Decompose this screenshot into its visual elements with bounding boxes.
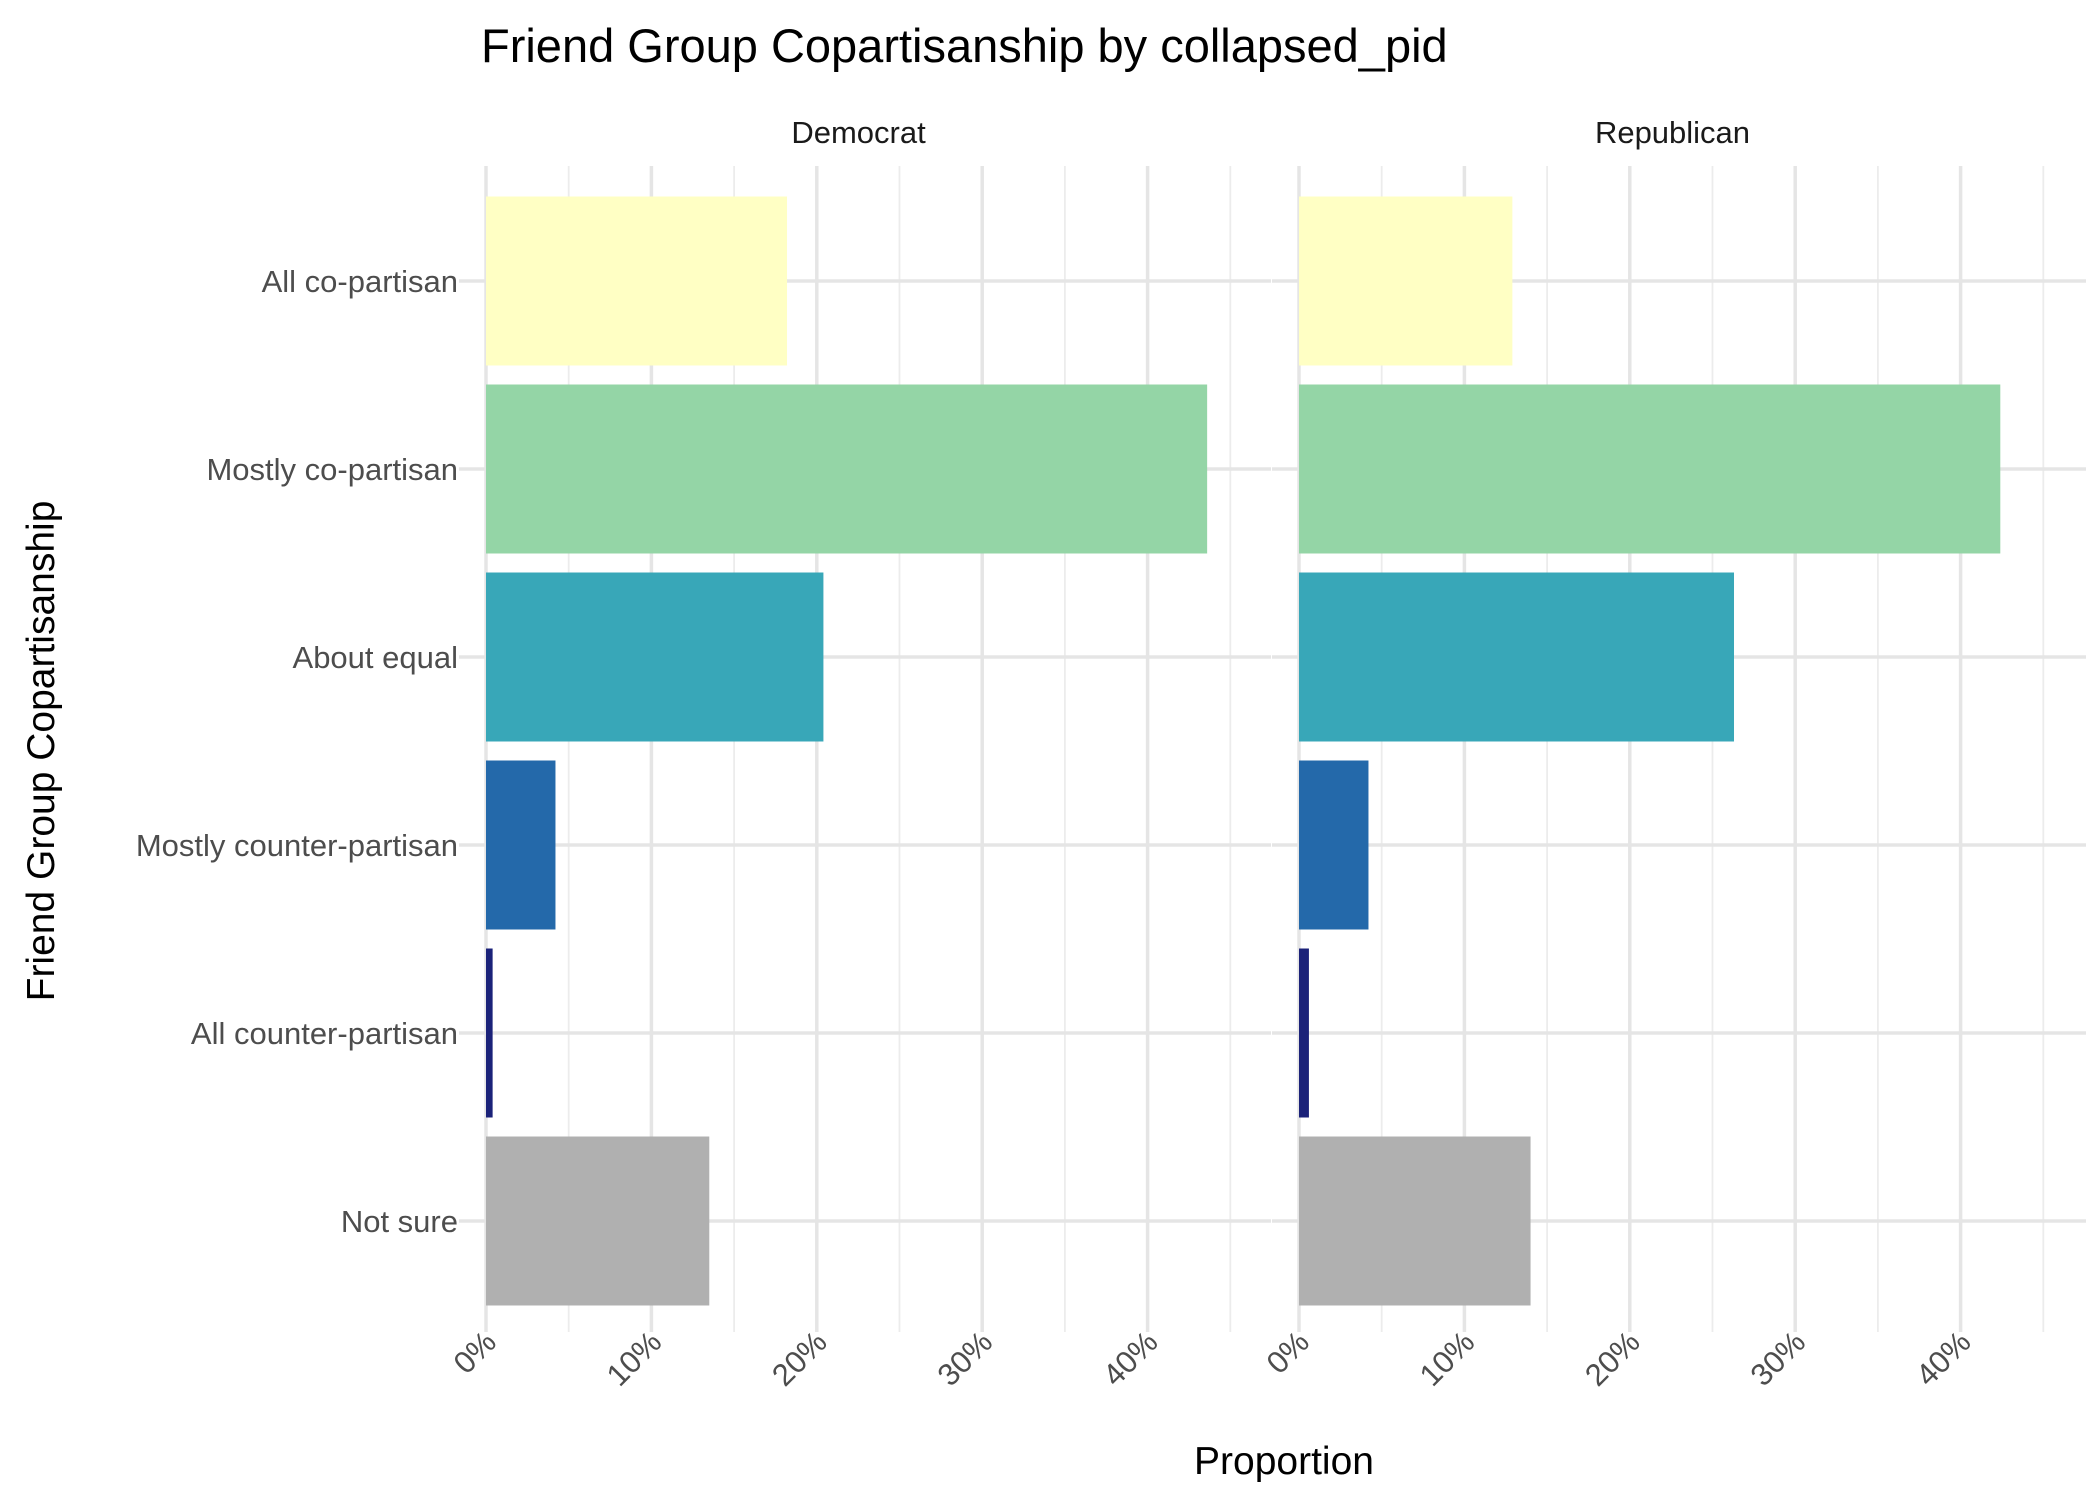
bar-democrat-5 <box>486 1136 710 1306</box>
bar-democrat-0 <box>486 196 788 366</box>
y-axis-title: Friend Group Copartisanship <box>20 501 63 1002</box>
bar-democrat-3 <box>486 760 556 930</box>
x-axis-title: Proportion <box>1194 1440 1374 1483</box>
facet-panels: Democrat 0% 10% 20% 30% 40% Republican 0% 10% 20%… <box>136 115 2086 1393</box>
x-tick-label: 20% <box>765 1324 834 1393</box>
y-tick-label: All co-partisan <box>262 264 458 299</box>
x-tick-label: 40% <box>1909 1324 1978 1393</box>
facet-strip-label: Democrat <box>791 115 926 150</box>
y-tick-label: Mostly counter-partisan <box>136 828 458 863</box>
bar-republican-2 <box>1299 572 1735 742</box>
facet-strip-label: Republican <box>1595 115 1750 150</box>
y-tick-label: All counter-partisan <box>191 1016 458 1051</box>
bar-democrat-4 <box>486 948 493 1118</box>
x-tick-label: 40% <box>1096 1324 1165 1393</box>
x-tick-label: 30% <box>1744 1324 1813 1393</box>
x-tick-label: 10% <box>600 1324 669 1393</box>
x-tick-label: 0% <box>447 1324 503 1380</box>
x-tick-label: 30% <box>931 1324 1000 1393</box>
bar-republican-3 <box>1299 760 1369 930</box>
x-tick-label: 20% <box>1578 1324 1647 1393</box>
x-tick-label: 10% <box>1413 1324 1482 1393</box>
y-tick-label: Not sure <box>341 1204 458 1239</box>
y-tick-label: Mostly co-partisan <box>206 452 458 487</box>
bar-republican-5 <box>1299 1136 1531 1306</box>
bar-democrat-2 <box>486 572 824 742</box>
bar-democrat-1 <box>486 384 1208 554</box>
facet-republican: Republican 0% 10% 20% 30% 40% <box>1260 115 2086 1393</box>
x-tick-label: 0% <box>1260 1324 1316 1380</box>
y-tick-label: About equal <box>293 640 458 675</box>
bar-republican-0 <box>1299 196 1513 366</box>
facet-democrat: Democrat 0% 10% 20% 30% 40% <box>447 115 1271 1393</box>
bar-republican-1 <box>1299 384 2001 554</box>
chart-title: Friend Group Copartisanship by collapsed… <box>481 19 1448 72</box>
bar-republican-4 <box>1299 948 1309 1118</box>
